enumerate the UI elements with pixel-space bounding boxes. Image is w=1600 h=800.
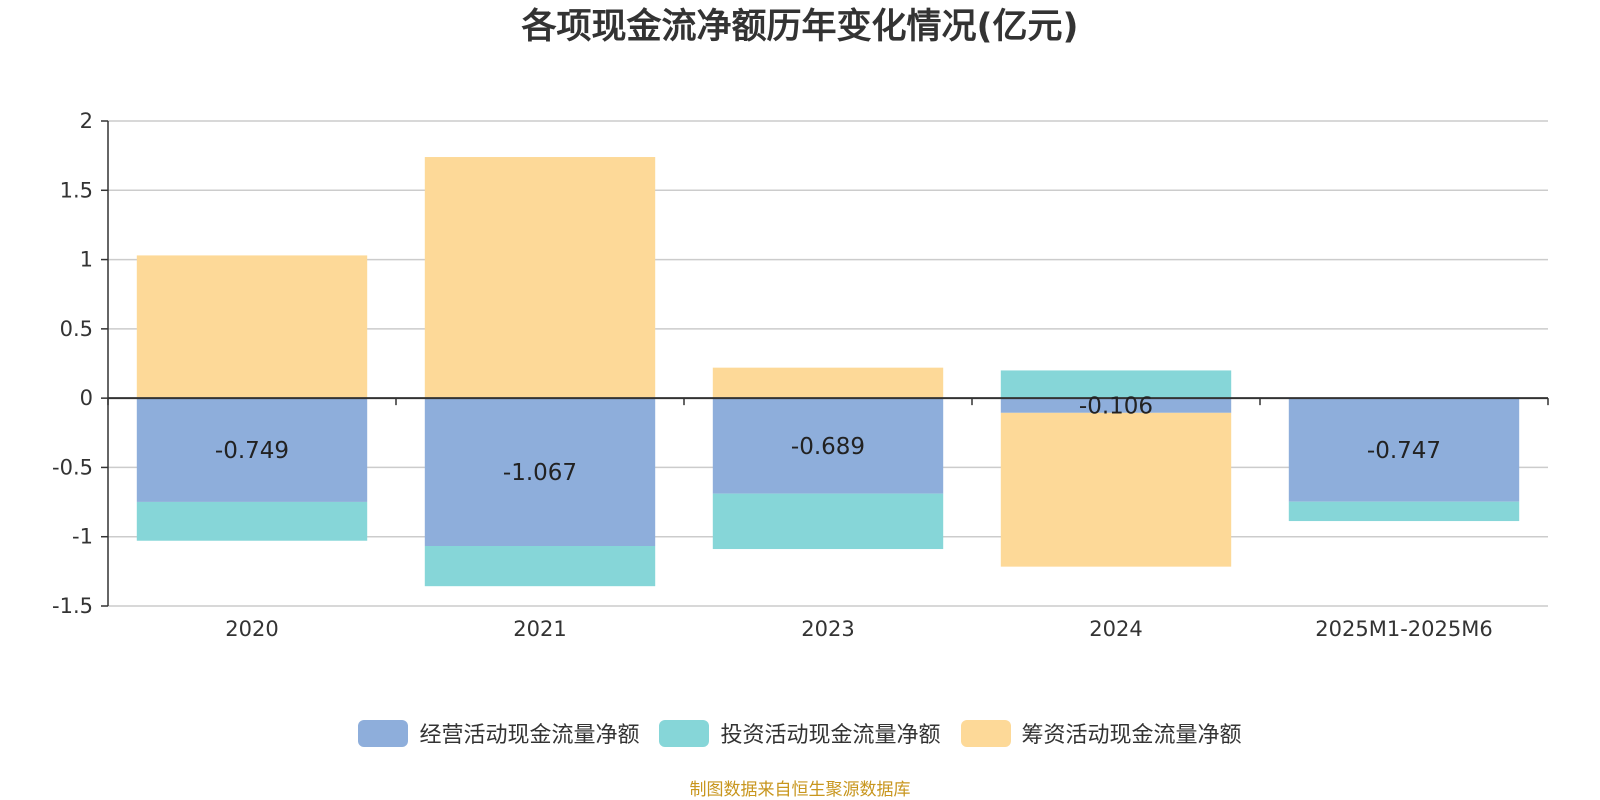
x-tick-label: 2023	[801, 617, 854, 641]
bar-series2-2024[interactable]	[1000, 370, 1232, 399]
x-tick-label: 2024	[1089, 617, 1142, 641]
x-tick-label: 2021	[513, 617, 566, 641]
legend-swatch	[960, 719, 1011, 747]
data-label: -0.749	[215, 438, 289, 464]
x-tick-label: 2025M1-2025M6	[1315, 617, 1492, 641]
bar-series2-2025M1-2025M6[interactable]	[1288, 501, 1520, 522]
bar-series1-2021[interactable]	[424, 398, 656, 546]
legend-swatch	[659, 719, 710, 747]
y-tick-label: 0	[80, 386, 93, 410]
bar-series3-2023[interactable]	[712, 367, 944, 399]
legend-item-2[interactable]: 投资活动现金流量净额	[659, 717, 941, 749]
y-tick-label: -1.5	[52, 594, 93, 618]
source-note: 制图数据来自恒生聚源数据库	[689, 780, 911, 800]
data-labels: -0.749 -1.067 -0.689 -0.106 -0.747	[215, 393, 1441, 486]
bar-series2-2021[interactable]	[424, 545, 656, 587]
bar-series1-2024[interactable]	[1000, 398, 1232, 413]
x-tick-label: 2020	[225, 617, 278, 641]
legend-label: 经营活动现金流量净额	[419, 723, 640, 748]
data-label: -0.106	[1079, 393, 1153, 419]
bar-series3-2020[interactable]	[136, 255, 368, 399]
legend-item-1[interactable]: 经营活动现金流量净额	[358, 717, 639, 749]
legend-item-3[interactable]: 筹资活动现金流量净额	[960, 717, 1242, 749]
legend-swatch	[358, 719, 409, 747]
legend-label: 投资活动现金流量净额	[720, 723, 941, 748]
data-label: -0.689	[791, 434, 865, 460]
y-tick-label: -1	[72, 525, 93, 549]
bar-series1-2025M1-2025M6[interactable]	[1288, 398, 1520, 502]
y-tick-label: 1.5	[60, 178, 93, 202]
data-label: -0.747	[1367, 438, 1441, 464]
bars	[136, 157, 1520, 587]
chart-title: 各项现金流净额历年变化情况(亿元)	[521, 7, 1079, 47]
bar-chart: 2 1.5 1 0.5 0 -0.5 -1 -1.5 2020 2021 2023 2024 2025M…	[52, 109, 1549, 641]
bar-series3-2021[interactable]	[424, 157, 656, 399]
legend-label: 筹资活动现金流量净额	[1021, 723, 1242, 748]
legend: 经营活动现金流量净额 投资活动现金流量净额 筹资活动现金流量净额	[0, 717, 1600, 749]
axes: 2 1.5 1 0.5 0 -0.5 -1 -1.5 2020 2021 2023 2024 2025M…	[52, 109, 1549, 641]
y-tick-label: 0.5	[60, 317, 93, 341]
bar-series1-2020[interactable]	[136, 398, 368, 502]
data-label: -1.067	[503, 460, 577, 486]
bar-series2-2023[interactable]	[712, 493, 944, 550]
y-tick-label: -0.5	[52, 455, 93, 479]
y-tick-label: 2	[80, 109, 93, 133]
y-tick-label: 1	[80, 248, 93, 272]
bar-series3-2024[interactable]	[1000, 412, 1232, 567]
bar-series1-2023[interactable]	[712, 398, 944, 494]
bar-series2-2020[interactable]	[136, 501, 368, 541]
